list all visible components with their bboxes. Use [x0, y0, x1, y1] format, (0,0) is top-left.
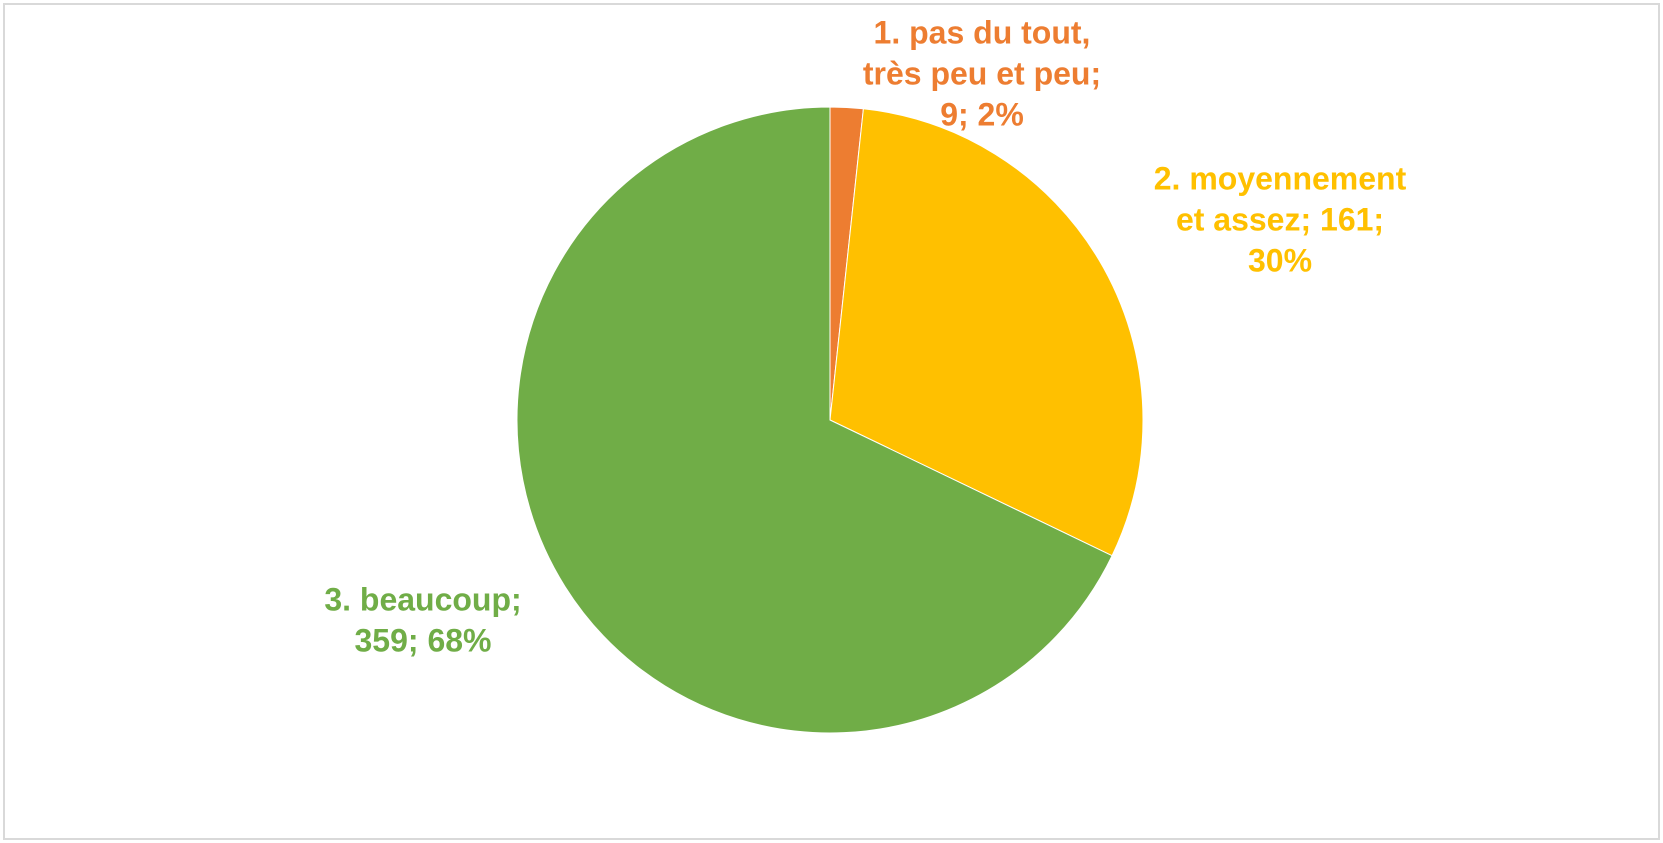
- data-label: 2. moyennement: [1154, 160, 1407, 196]
- data-label: 9; 2%: [940, 96, 1024, 132]
- data-label: 30%: [1248, 242, 1312, 278]
- pie-slice: [829, 108, 1144, 557]
- data-label: 1. pas du tout,: [874, 14, 1091, 50]
- data-label: 3. beaucoup;: [324, 581, 521, 617]
- data-label: et assez; 161;: [1176, 201, 1384, 237]
- pie-slice: [516, 106, 1113, 734]
- data-label: 359; 68%: [355, 622, 492, 658]
- data-label: très peu et peu;: [863, 55, 1101, 91]
